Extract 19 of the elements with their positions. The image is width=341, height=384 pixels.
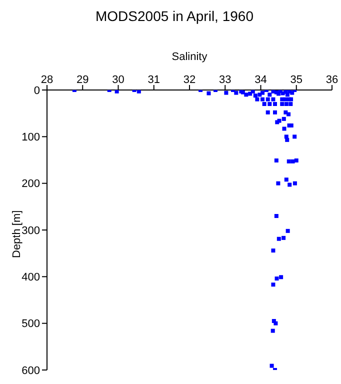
x-tick-label: 31 xyxy=(148,74,160,86)
x-tick-label: 28 xyxy=(40,74,54,86)
y-tick-label: 200 xyxy=(22,178,40,190)
chart-title: MODS2005 in April, 1960 xyxy=(94,8,254,24)
x-tick-label: 35 xyxy=(290,74,302,86)
y-tick-label: 400 xyxy=(22,272,40,284)
x-tick-label: 29 xyxy=(76,74,89,86)
y-tick-label: 300 xyxy=(22,224,40,237)
y-axis-title: Depth [m] xyxy=(10,210,23,258)
x-tick-label: 36 xyxy=(326,74,338,86)
x-tick-label: 32 xyxy=(183,74,196,86)
x-tick-label: 33 xyxy=(219,74,232,86)
y-tick-label: 600 xyxy=(22,364,40,377)
x-tick-label: 30 xyxy=(112,74,124,86)
y-tick-label: 100 xyxy=(22,132,40,144)
y-tick-label: 500 xyxy=(22,318,40,330)
x-axis-title: Salinity xyxy=(172,50,208,63)
x-tick-label: 34 xyxy=(254,74,267,86)
y-tick-label: 0 xyxy=(34,84,40,97)
